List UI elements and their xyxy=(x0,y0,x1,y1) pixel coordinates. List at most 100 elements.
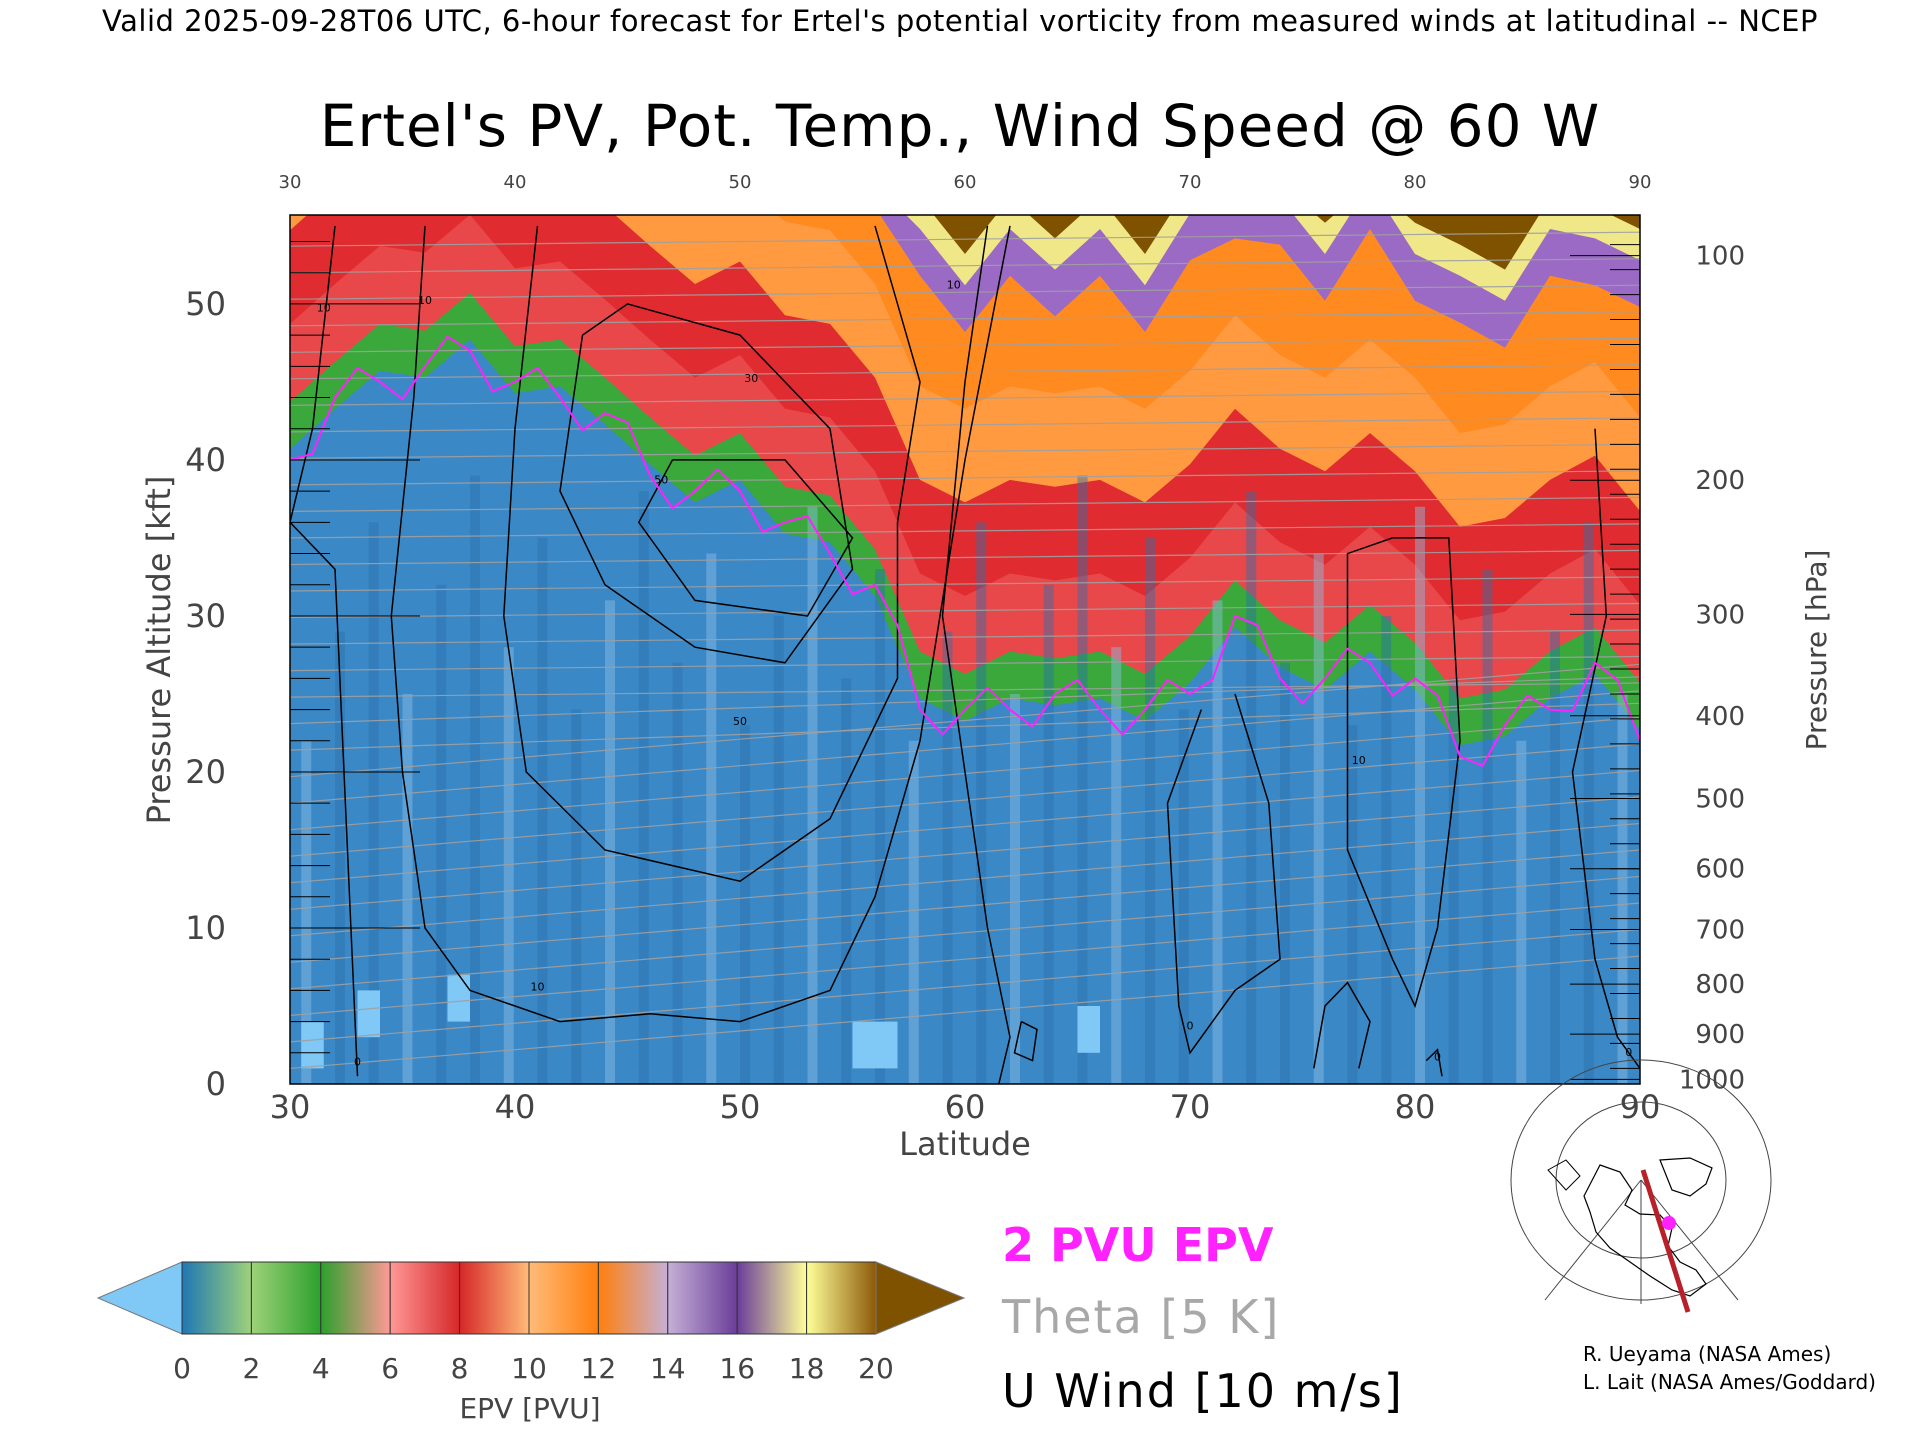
epv-streak xyxy=(1077,475,1088,1084)
colorbar-segment xyxy=(736,1261,808,1335)
negative-epv-patch xyxy=(1077,1005,1100,1053)
epv-streak xyxy=(1482,569,1493,1084)
x-top-tick-label: 80 xyxy=(1404,172,1427,193)
x-tick-label: 70 xyxy=(1170,1088,1211,1126)
theta-contour xyxy=(290,676,1640,725)
colorbar-tick-label: 0 xyxy=(173,1352,191,1385)
colorbar-segment xyxy=(389,1261,461,1335)
theta-contour xyxy=(290,258,1640,274)
theta-contour xyxy=(290,796,1640,910)
wind-contour xyxy=(1313,981,1371,1069)
theta-contour xyxy=(290,743,1640,857)
wind-contour-label: 30 xyxy=(744,372,758,385)
colorbar-tick-label: 14 xyxy=(650,1352,686,1385)
negative-epv-patch xyxy=(852,1021,898,1069)
negative-epv-patch xyxy=(357,990,380,1038)
theta-contour xyxy=(290,955,1640,1069)
wind-contour-label: 0 xyxy=(1434,1051,1441,1064)
wind-contour xyxy=(637,459,854,617)
y-tick-label: 20 xyxy=(185,753,226,791)
pressure-tick-label: 600 xyxy=(1695,855,1745,885)
colorbar-segment xyxy=(320,1261,391,1335)
pressure-tick-label: 200 xyxy=(1695,466,1745,496)
pressure-tick-label: 1000 xyxy=(1679,1065,1745,1095)
epv-streak xyxy=(571,709,582,1084)
epv-streak xyxy=(908,740,919,1084)
map-coastline xyxy=(1583,1164,1707,1297)
colorbar-segment xyxy=(528,1261,599,1335)
legend-u-wind: U Wind [10 m/s] xyxy=(1002,1364,1404,1418)
x-tick-label: 50 xyxy=(720,1088,761,1126)
x-axis-bottom-ticks: 30 40 50 60 70 80 90 xyxy=(270,1088,1661,1126)
wind-contour xyxy=(390,225,1011,1023)
colorbar-label: EPV [PVU] xyxy=(459,1392,600,1425)
wind-contour-label: 10 xyxy=(317,302,331,315)
theta-contour xyxy=(290,523,1640,539)
theta-contour xyxy=(290,364,1640,380)
epv-colorbar: 0 2 4 6 8 10 12 14 16 18 20 EPV [PVU] xyxy=(96,1261,966,1425)
tropopause-2pvu-line xyxy=(290,335,1640,767)
theta-contour xyxy=(290,769,1640,884)
colorbar-segment xyxy=(250,1261,322,1335)
epv-streak xyxy=(1111,647,1122,1084)
epv-streak xyxy=(740,725,750,1084)
pressure-tick-label: 400 xyxy=(1695,702,1745,732)
wind-contour xyxy=(1425,1048,1443,1077)
theta-contour xyxy=(290,902,1640,1016)
pressure-tick-label: 800 xyxy=(1695,970,1745,1000)
x-top-tick-label: 50 xyxy=(729,172,752,193)
colorbar-tick-label: 16 xyxy=(719,1352,755,1385)
colorbar-under-triangle xyxy=(96,1261,183,1335)
wind-contour xyxy=(1346,537,1461,1009)
pressure-tick-label: 100 xyxy=(1695,242,1745,272)
theta-contour xyxy=(290,849,1640,963)
theta-contour xyxy=(290,311,1640,327)
theta-contour xyxy=(290,470,1640,486)
epv-streak xyxy=(1550,631,1560,1084)
epv-streak xyxy=(436,584,447,1084)
theta-contour xyxy=(290,576,1640,592)
epv-streak xyxy=(976,522,987,1084)
theta-contour xyxy=(290,602,1640,619)
map-meridian xyxy=(1544,1179,1642,1301)
legend-theta: Theta [5 K] xyxy=(1002,1290,1281,1344)
epv-streak xyxy=(1617,693,1628,1084)
credit-lait: L. Lait (NASA Ames/Goddard) xyxy=(1583,1370,1876,1394)
x-axis-label: Latitude xyxy=(899,1125,1031,1163)
plot-area: 10 10 30 50 50 10 10 10 0 0 0 0 xyxy=(289,214,1641,1085)
epv-streak xyxy=(605,600,615,1084)
epv-streak xyxy=(638,491,649,1084)
colorbar-segment xyxy=(597,1261,669,1335)
epv-band xyxy=(933,215,1640,270)
header-line: Valid 2025-09-28T06 UTC, 6-hour forecast… xyxy=(102,4,1818,38)
epv-streak xyxy=(1381,615,1392,1084)
wind-contour-label: 10 xyxy=(947,278,961,291)
x-tick-label: 80 xyxy=(1395,1088,1436,1126)
wind-contour-label: 0 xyxy=(1187,1019,1194,1032)
epv-streak xyxy=(875,569,885,1084)
map-coastline xyxy=(1547,1159,1581,1191)
epv-streak xyxy=(672,662,683,1084)
wind-contour-label: 50 xyxy=(654,473,668,486)
x-tick-label: 30 xyxy=(270,1088,311,1126)
epv-streak xyxy=(335,631,345,1084)
epv-streak xyxy=(942,631,953,1084)
map-meridian xyxy=(1640,1179,1739,1301)
x-top-tick-label: 60 xyxy=(954,172,977,193)
theta-contour xyxy=(290,496,1640,512)
y-tick-label: 10 xyxy=(185,909,226,947)
x-tick-label: 90 xyxy=(1620,1088,1661,1126)
x-axis-top-ticks: 30 40 50 60 70 80 90 xyxy=(279,172,1652,193)
epv-streak xyxy=(1448,678,1459,1084)
epv-streak xyxy=(402,693,413,1084)
epv-streak xyxy=(706,553,717,1084)
colorbar-segment xyxy=(459,1261,530,1335)
theta-contour xyxy=(290,549,1640,566)
theta-contour xyxy=(290,928,1640,1043)
pressure-tick-label: 900 xyxy=(1695,1020,1745,1050)
y-tick-label: 40 xyxy=(185,441,226,479)
epv-color-bands xyxy=(290,215,1640,746)
y-tick-label: 50 xyxy=(185,285,226,323)
wind-contour-label: 10 xyxy=(1352,754,1366,767)
